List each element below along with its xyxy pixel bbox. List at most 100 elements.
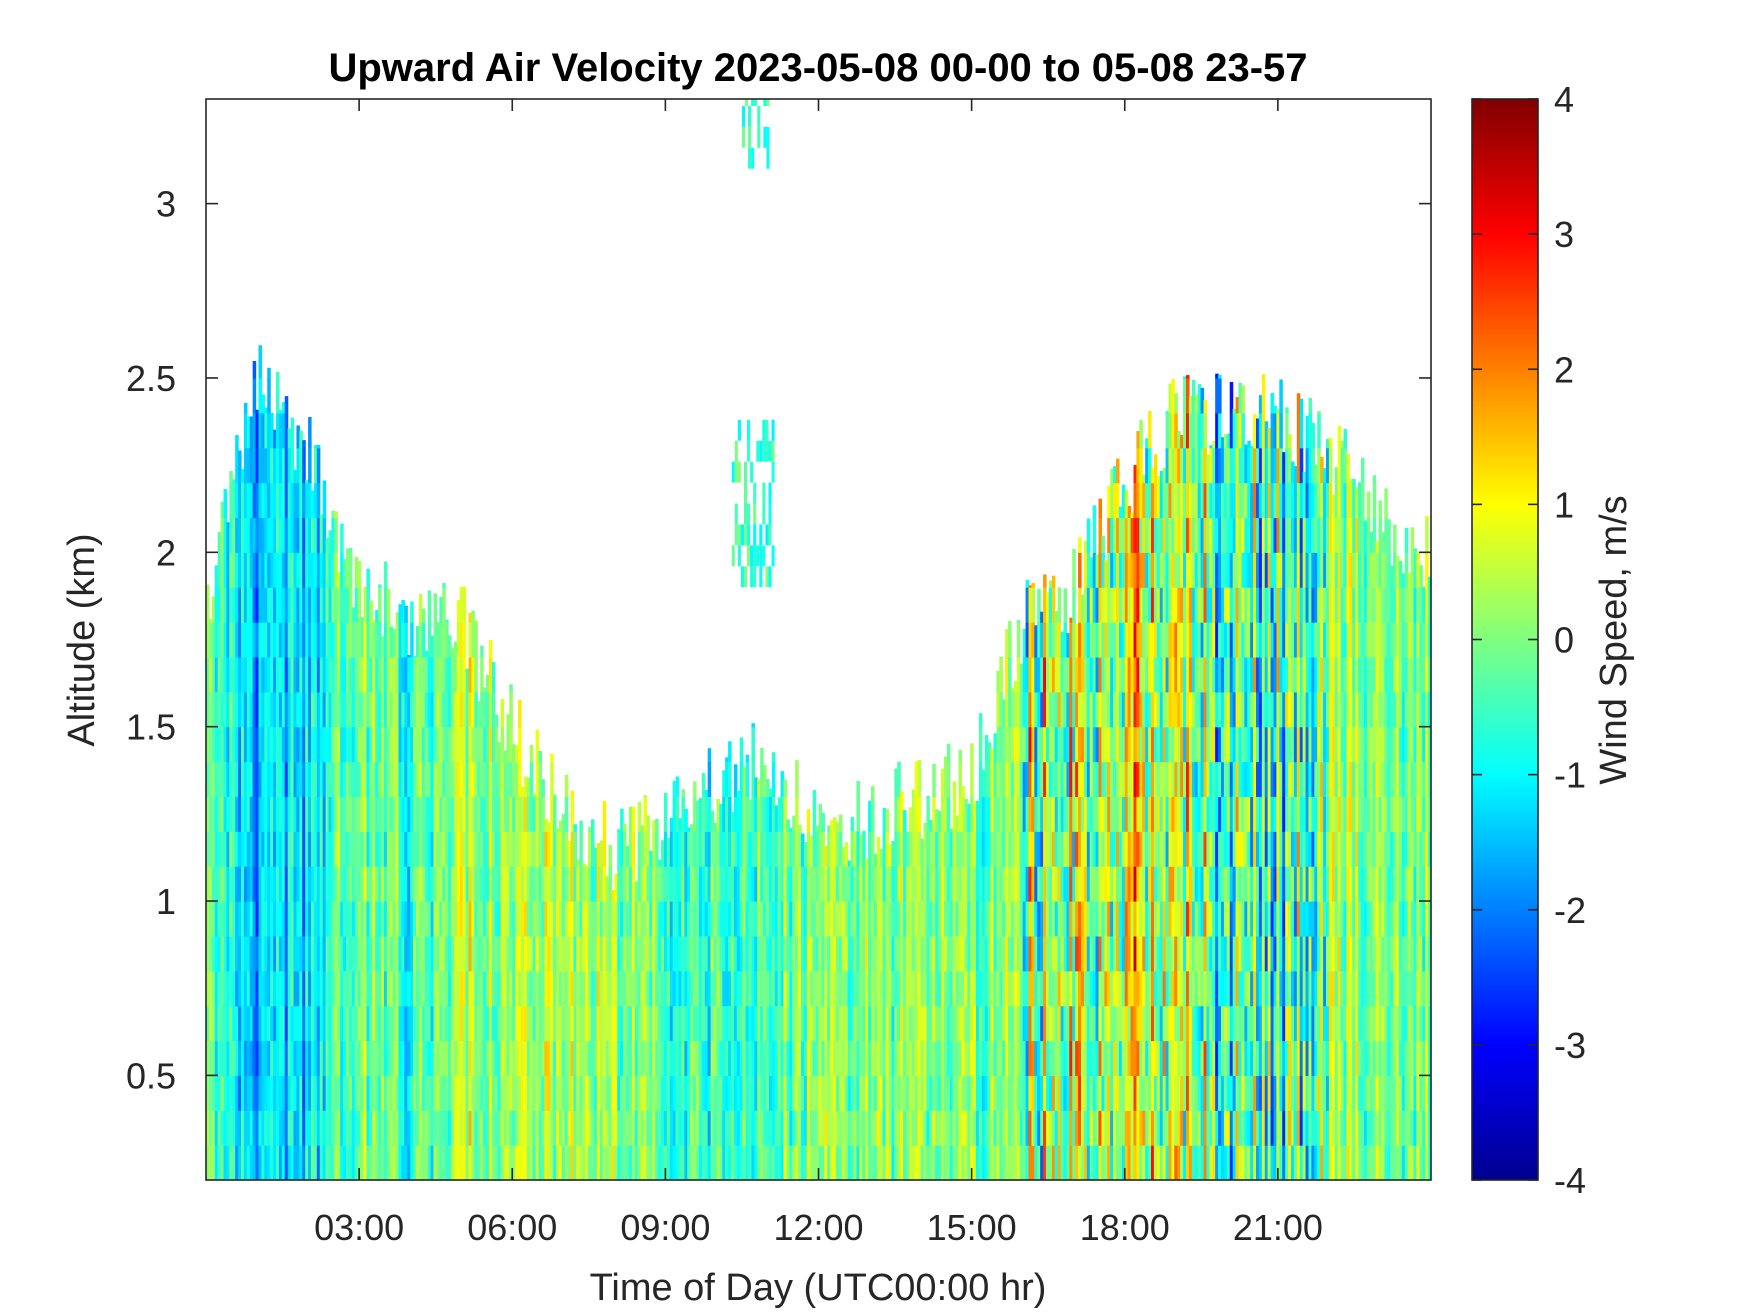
- heatmap-cell: [223, 901, 228, 937]
- heatmap-cell: [1089, 656, 1094, 693]
- heatmap-cell: [456, 600, 461, 623]
- heatmap-cell: [287, 656, 292, 693]
- heatmap-cell: [608, 845, 613, 867]
- heatmap-cell: [544, 1040, 548, 1076]
- heatmap-cell: [853, 831, 858, 867]
- heatmap-cell: [424, 1040, 429, 1076]
- heatmap-cell: [722, 866, 726, 902]
- heatmap-cell: [1113, 517, 1117, 553]
- heatmap-cell: [684, 1110, 688, 1146]
- heatmap-cell: [1139, 552, 1143, 588]
- heatmap-cell: [407, 831, 411, 867]
- heatmap-cell: [439, 596, 443, 623]
- heatmap-cell: [290, 1145, 295, 1180]
- heatmap-cell: [340, 1110, 344, 1146]
- heatmap-cell: [678, 866, 683, 902]
- heatmap-cell: [226, 866, 230, 902]
- heatmap-cell: [252, 691, 257, 728]
- heatmap-cell: [806, 1145, 811, 1180]
- heatmap-cell: [1116, 726, 1120, 763]
- heatmap-cell: [745, 1110, 750, 1146]
- heatmap-cell: [1162, 796, 1167, 832]
- heatmap-cell: [1069, 761, 1073, 798]
- heatmap-cell: [593, 901, 598, 937]
- heatmap-cell: [754, 970, 758, 1007]
- heatmap-cell: [675, 796, 680, 832]
- heatmap-cell: [1040, 1145, 1044, 1180]
- heatmap-cell: [579, 1075, 583, 1111]
- heatmap-cell: [964, 1110, 968, 1146]
- heatmap-cell: [1168, 1075, 1173, 1111]
- heatmap-cell: [1171, 482, 1175, 519]
- heatmap-cell: [952, 796, 957, 832]
- heatmap-cell: [346, 796, 350, 832]
- heatmap-cell: [588, 1145, 592, 1180]
- heatmap-cell: [430, 796, 435, 832]
- heatmap-cell: [1013, 691, 1018, 728]
- heatmap-cell: [1028, 1110, 1033, 1146]
- heatmap-cell: [500, 796, 505, 832]
- heatmap-cell: [220, 935, 225, 972]
- heatmap-cell: [316, 482, 321, 519]
- heatmap-cell: [1013, 831, 1018, 867]
- heatmap-cell: [278, 587, 283, 623]
- heatmap-cell: [1153, 656, 1158, 693]
- heatmap-cell: [416, 761, 420, 798]
- heatmap-cell: [818, 1040, 823, 1076]
- heatmap-cell: [413, 656, 417, 693]
- heatmap-cell: [337, 831, 341, 867]
- heatmap-cell: [1057, 935, 1062, 972]
- heatmap-cell: [334, 1075, 338, 1111]
- heatmap-cell: [1168, 970, 1173, 1007]
- heatmap-cell: [754, 1110, 758, 1146]
- heatmap-cell: [591, 970, 595, 1007]
- heatmap-cell: [325, 691, 330, 728]
- heatmap-cell: [576, 1040, 580, 1076]
- heatmap-cell: [637, 801, 642, 832]
- heatmap-cell: [433, 593, 438, 623]
- heatmap-cell: [270, 1110, 274, 1146]
- heatmap-cell: [669, 866, 674, 902]
- heatmap-cell: [249, 866, 254, 902]
- heatmap-cell: [777, 1075, 782, 1111]
- heatmap-cell: [1107, 1005, 1111, 1042]
- heatmap-cell: [235, 796, 239, 832]
- heatmap-cell: [978, 866, 983, 902]
- heatmap-cell: [284, 552, 289, 588]
- heatmap-cell: [445, 970, 449, 1007]
- heatmap-cell: [984, 901, 989, 937]
- heatmap-cell: [745, 754, 750, 763]
- heatmap-cell: [316, 1110, 321, 1146]
- heatmap-cell: [821, 1040, 825, 1076]
- heatmap-cell: [879, 1075, 884, 1111]
- heatmap-cell: [523, 776, 528, 798]
- heatmap-cell: [798, 1145, 802, 1180]
- heatmap-cell: [235, 691, 239, 728]
- heatmap-cell: [521, 1110, 525, 1146]
- heatmap-cell: [973, 1040, 977, 1076]
- heatmap-cell: [655, 1110, 659, 1146]
- heatmap-cell: [719, 1005, 723, 1042]
- heatmap-cell: [1159, 622, 1164, 658]
- heatmap-cell: [241, 622, 245, 658]
- heatmap-cell: [1078, 1145, 1082, 1180]
- heatmap-cell: [477, 726, 481, 763]
- heatmap-cell: [824, 1110, 828, 1146]
- heatmap-cell: [862, 831, 866, 867]
- heatmap-cell: [1130, 691, 1135, 728]
- heatmap-cell: [378, 1110, 382, 1146]
- heatmap-cell: [471, 866, 475, 902]
- heatmap-cell: [214, 565, 219, 588]
- heatmap-cell: [343, 1110, 347, 1146]
- heatmap-cell: [278, 1075, 283, 1111]
- heatmap-cell: [894, 796, 898, 832]
- heatmap-cell: [348, 1145, 353, 1180]
- heatmap-cell: [576, 866, 580, 902]
- heatmap-cell: [465, 796, 470, 832]
- heatmap-cell: [308, 761, 312, 798]
- heatmap-cell: [906, 1110, 910, 1146]
- heatmap-cell: [564, 1005, 569, 1042]
- heatmap-cell: [652, 1040, 656, 1076]
- heatmap-cell: [497, 1040, 502, 1076]
- heatmap-cell: [1107, 656, 1111, 693]
